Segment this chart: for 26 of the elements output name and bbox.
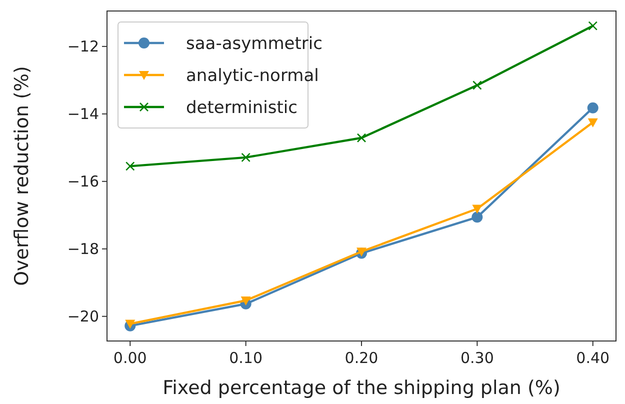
legend-label: saa-asymmetric <box>186 34 322 54</box>
legend-label: analytic-normal <box>186 66 319 86</box>
point <box>125 162 135 171</box>
point <box>588 118 598 128</box>
y-tick-label: −14 <box>67 104 99 123</box>
point <box>472 80 482 90</box>
legend-label: deterministic <box>186 98 298 118</box>
x-axis-title: Fixed percentage of the shipping plan (%) <box>162 377 560 399</box>
point <box>472 204 482 214</box>
point <box>240 296 251 306</box>
x-tick-label: 0.10 <box>229 349 263 367</box>
point <box>356 133 366 143</box>
point <box>472 212 483 223</box>
x-tick-label: 0.20 <box>344 349 378 367</box>
x-tick-label: 0.30 <box>460 349 494 367</box>
y-tick-label: −20 <box>67 307 99 326</box>
y-axis-title: Overflow reduction (%) <box>11 66 33 286</box>
y-tick-label: −12 <box>67 37 99 56</box>
x-tick-label: 0.00 <box>113 349 147 367</box>
point <box>588 21 598 30</box>
x-tick-label: 0.40 <box>576 349 610 367</box>
point <box>587 102 598 114</box>
y-tick-label: −18 <box>67 240 99 258</box>
point <box>241 152 250 162</box>
point <box>125 320 136 329</box>
y-tick-label: −16 <box>67 172 99 190</box>
